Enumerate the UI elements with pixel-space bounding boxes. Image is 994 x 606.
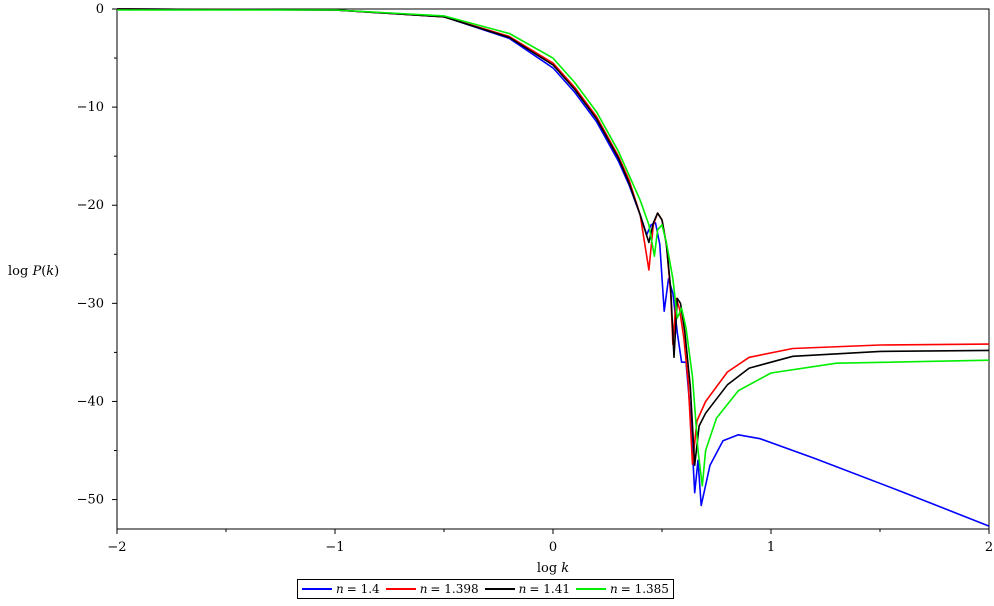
series-line-1 <box>116 8 990 466</box>
series-lines <box>116 8 990 527</box>
plot-frame <box>116 8 990 530</box>
series-line-0 <box>116 8 990 527</box>
y-tick-label: −10 <box>77 100 104 115</box>
legend-value: = 1.4 <box>346 582 380 596</box>
y-axis-title-text: log <box>8 264 32 279</box>
y-tick-label: −20 <box>77 198 104 213</box>
y-axis-title-var-k: k <box>46 264 54 279</box>
x-axis: −2 −1 0 1 2 <box>107 529 993 555</box>
legend-value: = 1.398 <box>430 582 479 596</box>
legend-variable: n <box>609 582 618 596</box>
y-tick-label: −30 <box>77 296 104 311</box>
x-axis-title-var: k <box>561 561 569 576</box>
y-axis: 0 −10 −20 −30 −40 −50 <box>77 2 117 508</box>
legend-swatch <box>484 588 515 590</box>
y-axis-title-var: P <box>31 264 41 279</box>
x-tick-label: 0 <box>549 540 557 555</box>
x-tick-label: −1 <box>325 540 344 555</box>
y-tick-label: −50 <box>77 493 104 508</box>
legend-variable: n <box>336 582 344 596</box>
legend-item: n = 1.41 <box>484 582 570 596</box>
legend-value: = 1.41 <box>529 582 570 596</box>
y-tick-label: −40 <box>77 394 104 409</box>
x-axis-title: log k <box>537 561 569 576</box>
y-axis-title-paren-close: ) <box>54 264 59 279</box>
y-axis-title-paren: ( <box>41 264 46 279</box>
x-tick-label: −2 <box>107 540 126 555</box>
legend-item: n = 1.385 <box>575 582 669 596</box>
y-axis-title: log P(k) <box>8 264 59 279</box>
legend-value: = 1.385 <box>620 582 669 596</box>
legend-variable: n <box>419 582 428 596</box>
legend-variable: n <box>518 582 527 596</box>
legend: n = 1.4 n = 1.398 n = 1.41 n = 1.385 <box>297 579 674 599</box>
legend-swatch <box>385 588 416 590</box>
series-line-3 <box>117 9 990 487</box>
y-tick-label: 0 <box>96 2 104 17</box>
x-tick-label: 1 <box>767 540 775 555</box>
legend-item: n = 1.4 <box>302 582 380 596</box>
series-line-2 <box>116 8 990 467</box>
x-axis-title-text: log <box>537 561 561 576</box>
legend-swatch <box>575 588 606 590</box>
x-tick-label: 2 <box>985 540 993 555</box>
legend-swatch <box>302 588 332 590</box>
legend-item: n = 1.398 <box>385 582 479 596</box>
